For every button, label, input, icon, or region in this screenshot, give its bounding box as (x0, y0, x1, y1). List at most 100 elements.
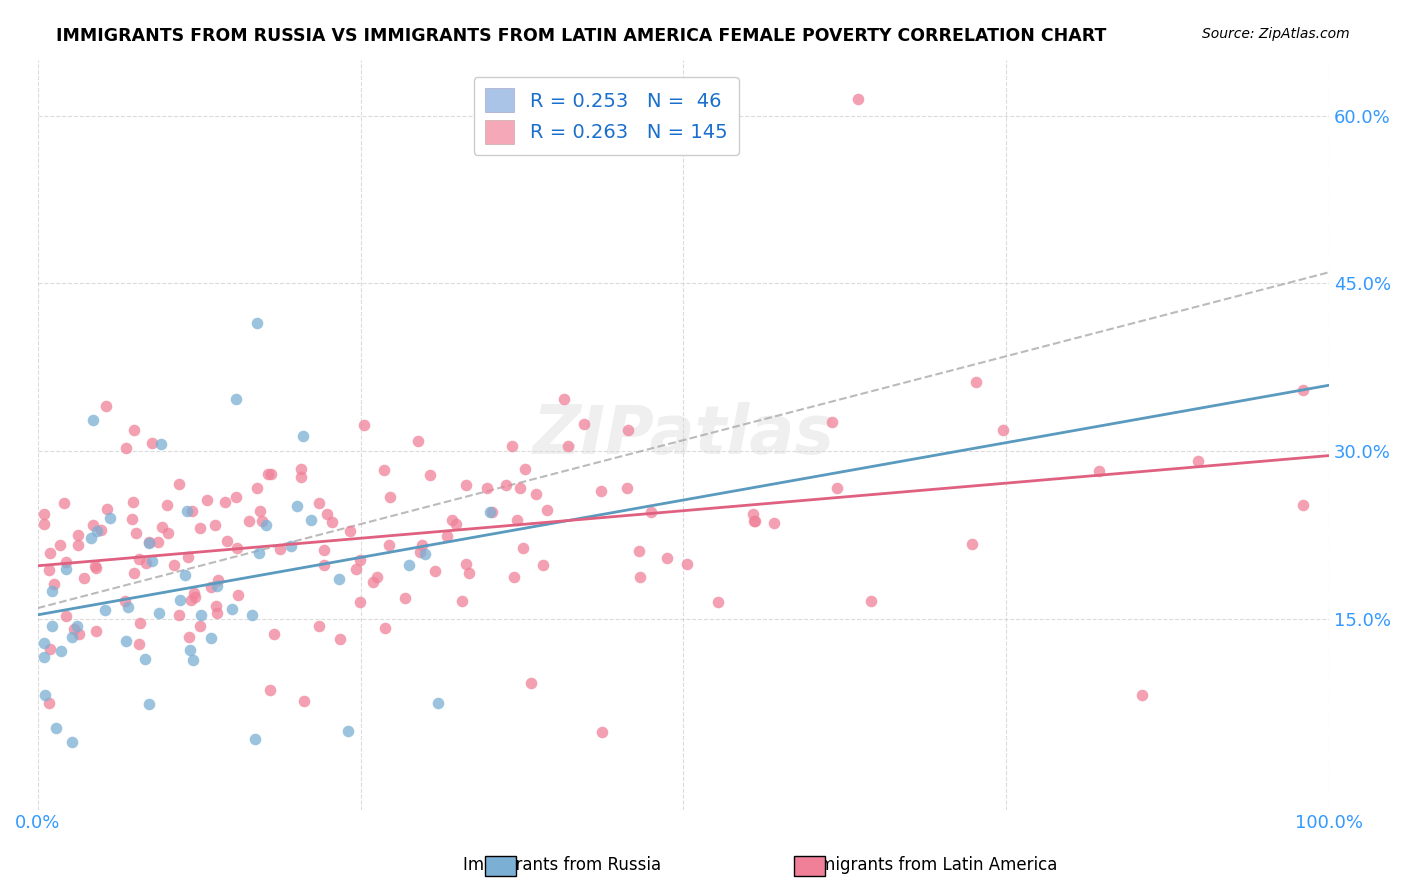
Point (121, 495, 143, 509)
Point (475, 482, 498, 496)
Point (280, 540, 302, 554)
Point (366, 570, 388, 584)
Point (86, 524, 108, 539)
Point (481, 505, 503, 519)
Point (495, 478, 517, 492)
Point (90, 523, 112, 537)
Point (965, 375, 987, 389)
Point (308, 618, 330, 632)
Point (163, 558, 186, 573)
Point (454, 557, 477, 571)
Point (146, 535, 169, 549)
Point (960, 537, 983, 551)
Point (456, 477, 478, 491)
Point (117, 599, 139, 614)
Point (312, 542, 335, 557)
Point (135, 557, 157, 571)
Point (45, 721, 67, 735)
Point (339, 524, 361, 538)
Point (557, 439, 579, 453)
Point (411, 537, 433, 551)
Point (240, 607, 263, 622)
Legend: R = 0.253   N =  46, R = 0.263   N = 145: R = 0.253 N = 46, R = 0.263 N = 145 (474, 77, 740, 155)
Point (60, 630, 83, 644)
Point (1187, 454, 1209, 468)
Point (149, 437, 172, 451)
Point (205, 599, 228, 614)
Point (591, 724, 613, 739)
Point (506, 513, 529, 527)
Point (138, 698, 160, 712)
Point (180, 503, 202, 517)
Point (225, 490, 247, 504)
Point (616, 482, 638, 496)
Text: Source: ZipAtlas.com: Source: ZipAtlas.com (1202, 27, 1350, 41)
Point (69, 627, 91, 641)
Point (509, 481, 531, 495)
Point (66, 538, 89, 552)
Point (94, 400, 117, 414)
Point (114, 594, 136, 608)
Point (419, 467, 441, 482)
Text: ZIPatlas: ZIPatlas (533, 401, 834, 467)
Point (134, 651, 156, 665)
Point (524, 487, 547, 501)
Point (1130, 689, 1153, 703)
Point (205, 606, 228, 620)
Point (513, 461, 536, 475)
Point (259, 682, 281, 697)
Point (502, 439, 524, 453)
Point (83, 559, 105, 574)
Point (349, 595, 371, 609)
Point (115, 442, 138, 456)
Point (195, 493, 218, 508)
Point (180, 592, 202, 607)
Point (308, 496, 330, 510)
Point (128, 637, 150, 651)
Point (1292, 383, 1315, 397)
Point (38, 546, 60, 560)
Point (246, 316, 269, 330)
Point (141, 554, 163, 568)
Point (32, 507, 55, 521)
Point (55, 556, 77, 570)
Point (640, 505, 662, 519)
Point (263, 627, 285, 641)
Point (32, 636, 55, 650)
Point (512, 541, 534, 556)
Point (184, 590, 207, 604)
Point (312, 558, 335, 572)
Point (321, 515, 343, 529)
Point (122, 566, 145, 580)
Point (225, 392, 247, 407)
Point (141, 436, 163, 450)
Point (169, 593, 191, 607)
Text: IMMIGRANTS FROM RUSSIA VS IMMIGRANTS FROM LATIN AMERICA FEMALE POVERTY CORRELATI: IMMIGRANTS FROM RUSSIA VS IMMIGRANTS FRO… (56, 27, 1107, 45)
Point (188, 619, 211, 633)
Point (290, 461, 312, 475)
Point (96, 502, 118, 516)
Point (269, 542, 291, 557)
Point (627, 544, 650, 558)
Point (377, 538, 399, 552)
Point (349, 553, 371, 567)
Point (536, 503, 558, 517)
Point (200, 580, 222, 594)
Point (292, 694, 315, 708)
Point (51, 644, 73, 658)
Point (226, 541, 249, 555)
Point (55, 608, 77, 623)
Point (60, 735, 83, 749)
Point (531, 558, 554, 572)
Point (572, 417, 595, 431)
Point (205, 579, 228, 593)
Point (328, 572, 350, 586)
Point (707, 595, 730, 609)
Point (398, 558, 420, 573)
Point (457, 566, 479, 580)
Point (84, 624, 107, 638)
Point (138, 536, 160, 550)
Point (115, 634, 138, 648)
Point (181, 653, 204, 667)
Point (177, 630, 200, 644)
